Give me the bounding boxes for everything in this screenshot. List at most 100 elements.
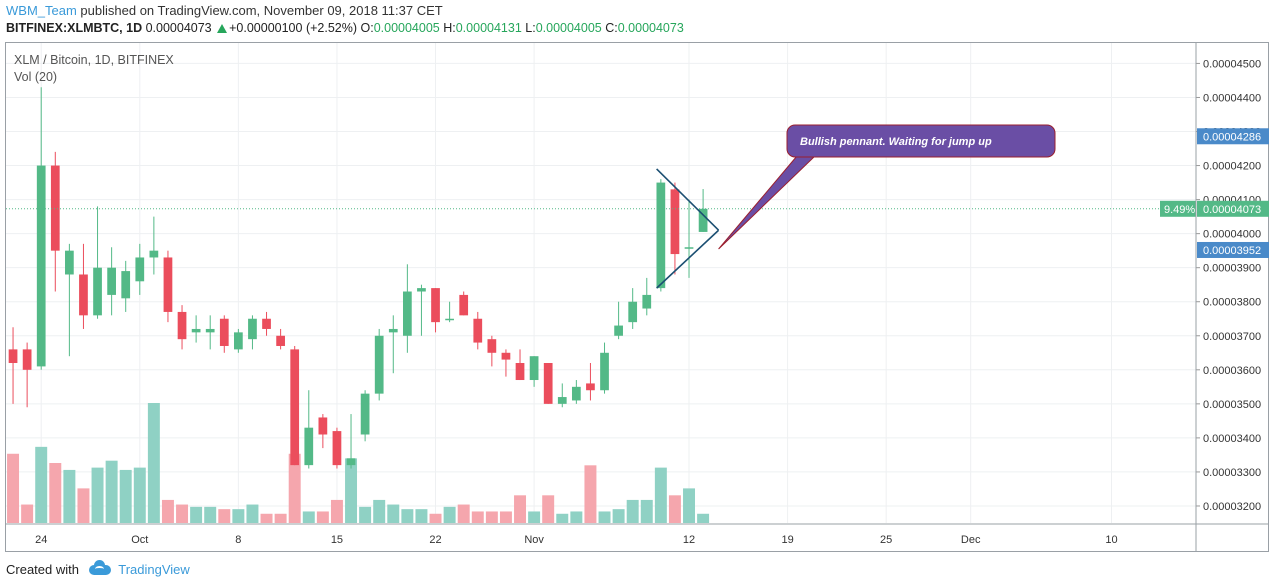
- y-tick-label: 0.00003200: [1203, 501, 1261, 513]
- x-tick-label: 25: [880, 534, 892, 546]
- volume-bar: [204, 506, 217, 523]
- high-label: H:: [443, 21, 456, 35]
- change-value: +0.00000100 (+2.52%): [229, 21, 358, 35]
- pennant-upper-line: [656, 168, 720, 231]
- candle-body: [656, 182, 666, 289]
- candle-body: [600, 352, 609, 391]
- candle-body: [402, 291, 412, 336]
- candle-body: [614, 325, 623, 336]
- last-price-label: 0.00004073: [1203, 204, 1261, 216]
- volume-bar: [626, 499, 639, 523]
- candle-body: [684, 247, 694, 249]
- y-tick-label: 0.00003800: [1203, 297, 1261, 309]
- volume-bar: [499, 511, 512, 523]
- last-price-label-bg: [1197, 200, 1269, 217]
- volume-bar: [133, 467, 146, 523]
- candle-body: [290, 349, 300, 466]
- y-tick-label: 0.00004200: [1203, 161, 1261, 173]
- high-value: 0.00004131: [455, 21, 522, 35]
- volume-bar: [598, 511, 611, 523]
- ohlc-line: BITFINEX:XLMBTC, 1D 0.00004073 +0.000001…: [6, 21, 684, 35]
- chart-frame: [5, 42, 1269, 552]
- candle-body: [698, 208, 708, 232]
- candle-body: [374, 335, 384, 394]
- candle-body: [107, 267, 116, 295]
- high-marker-label: 0.00004286: [1203, 131, 1261, 143]
- volume-bar: [91, 467, 104, 523]
- volume-bars: [7, 403, 710, 523]
- volume-bar: [176, 504, 189, 523]
- volume-bar: [359, 506, 372, 523]
- low-value: 0.00004005: [535, 21, 602, 35]
- candles: [8, 87, 708, 469]
- candle-body: [248, 318, 257, 340]
- volume-bar: [77, 488, 90, 523]
- volume-bar: [21, 504, 34, 523]
- pct-badge-bg: [1160, 200, 1196, 217]
- candle-body: [22, 349, 32, 370]
- close-label: C:: [605, 21, 618, 35]
- ticker-label: BITFINEX:XLMBTC, 1D: [6, 21, 143, 35]
- candle-body: [515, 363, 525, 381]
- volume-bar: [697, 513, 710, 523]
- volume-bar: [302, 511, 315, 523]
- volume-bar: [119, 469, 132, 523]
- volume-bar: [147, 403, 160, 523]
- candle-body: [93, 267, 102, 316]
- time-axis: 24 Oct 8 15 22 Nov 12 19 25 Dec 10: [6, 523, 1268, 546]
- volume-legend: Vol (20): [14, 70, 58, 84]
- up-triangle-icon: [217, 24, 228, 33]
- author-link[interactable]: WBM_Team: [6, 3, 77, 18]
- candle-body: [642, 294, 652, 309]
- x-tick-label: Dec: [961, 534, 981, 546]
- x-tick-label: 22: [429, 534, 441, 546]
- candle-body: [121, 271, 131, 299]
- volume-bar: [443, 506, 456, 523]
- candle-body: [149, 250, 159, 258]
- candle-body: [262, 318, 271, 329]
- volume-bar: [668, 495, 681, 523]
- tradingview-link[interactable]: TradingView: [118, 562, 190, 577]
- overlay: Bullish pennant. Waiting for jump up 9.49…: [6, 124, 1196, 289]
- x-tick-label: 12: [683, 534, 695, 546]
- grid: [6, 43, 1196, 523]
- tradingview-cloud-icon: [88, 560, 111, 575]
- volume-bar: [161, 499, 174, 523]
- candle-body: [36, 165, 46, 367]
- volume-bar: [485, 511, 498, 523]
- low-label: L:: [525, 21, 536, 35]
- volume-bar: [584, 465, 597, 523]
- volume-bar: [345, 458, 358, 523]
- y-tick-label: 0.00003400: [1203, 433, 1261, 445]
- candle-body: [219, 318, 229, 346]
- x-tick-label: 19: [781, 534, 793, 546]
- high-marker-label-bg: [1197, 128, 1269, 145]
- volume-bar: [570, 511, 583, 523]
- footer: Created with TradingView: [6, 560, 190, 577]
- candle-body: [529, 356, 539, 381]
- low-marker-label-bg: [1197, 241, 1269, 258]
- candle-body: [445, 318, 454, 321]
- candle-body: [459, 294, 469, 316]
- volume-bar: [514, 495, 527, 523]
- volume-bar: [316, 511, 329, 523]
- candle-body: [571, 386, 581, 401]
- y-tick-label: 0.00003300: [1203, 467, 1261, 479]
- candle-body: [65, 250, 74, 275]
- x-tick-label: 15: [331, 534, 343, 546]
- candle-body: [670, 189, 680, 255]
- callout-box: [786, 124, 1056, 158]
- volume-bar: [528, 511, 541, 523]
- publish-info: WBM_Team published on TradingView.com, N…: [6, 3, 443, 18]
- callout-pointer: [718, 155, 817, 250]
- volume-bar: [288, 453, 301, 523]
- volume-bar: [190, 506, 203, 523]
- y-tick-label: 0.00004500: [1203, 58, 1261, 70]
- volume-bar: [429, 513, 442, 523]
- candle-body: [177, 311, 187, 340]
- volume-bar: [387, 504, 400, 523]
- pct-badge: 9.49%: [1164, 204, 1195, 216]
- x-tick-label: Nov: [524, 534, 544, 546]
- volume-bar: [556, 513, 569, 523]
